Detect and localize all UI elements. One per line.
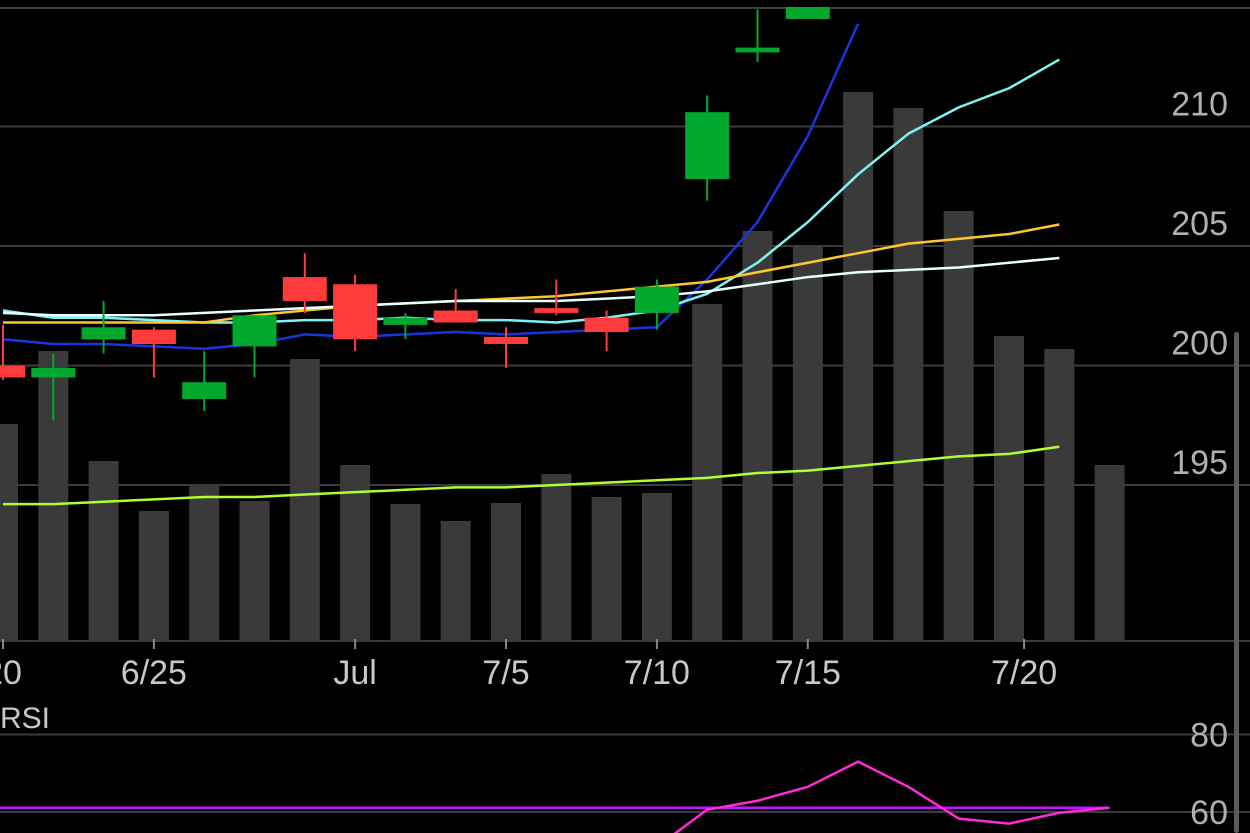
candlestick <box>232 315 277 378</box>
candlestick <box>282 253 327 313</box>
candle-body <box>131 329 176 344</box>
candle-body <box>433 310 478 323</box>
rsi-axis-label: 80 <box>1190 717 1228 755</box>
candlestick <box>81 300 126 354</box>
rsi-line <box>673 760 1110 833</box>
candlestick <box>584 310 629 352</box>
volume-bar <box>1094 465 1125 641</box>
candle-body <box>333 284 378 340</box>
price-axis-labels: 195 200 205 210 <box>1171 86 1228 483</box>
candlestick <box>433 289 478 323</box>
volume-bar <box>491 503 521 641</box>
date-axis-label: Jul <box>333 654 376 692</box>
candlestick <box>0 324 25 380</box>
volume-bar <box>138 511 169 641</box>
candlestick <box>333 274 378 352</box>
volume-bar <box>994 336 1024 641</box>
candle-body <box>785 7 830 19</box>
volume-bar <box>591 497 622 641</box>
candle-body <box>584 317 629 333</box>
candlestick <box>182 351 227 411</box>
candlestick <box>685 95 730 201</box>
rsi-panel: RSI 60 80 <box>0 702 1228 833</box>
candlestick <box>31 353 76 421</box>
candlestick <box>131 327 176 378</box>
volume-bar <box>742 231 773 641</box>
candle-body <box>735 47 780 53</box>
candle-body <box>534 308 579 313</box>
volume-bar <box>0 424 18 641</box>
price-axis-label: 205 <box>1171 205 1228 243</box>
candlestick <box>785 7 830 19</box>
candle-body <box>484 336 528 344</box>
rsi-axis-label: 60 <box>1190 794 1228 832</box>
moving-average-line <box>3 445 1060 506</box>
volume-bar <box>390 504 421 641</box>
price-axis-label: 200 <box>1171 325 1228 363</box>
rsi-title: RSI <box>0 702 50 735</box>
candle-body <box>182 382 227 399</box>
volume-bar <box>943 211 974 641</box>
date-axis-label: 7/10 <box>624 654 690 692</box>
candle-body <box>232 315 277 347</box>
candlestick <box>634 279 679 330</box>
price-axis-label: 210 <box>1171 86 1228 124</box>
candlestick <box>484 327 528 368</box>
candle-body <box>282 277 327 301</box>
candlesticks <box>0 7 830 421</box>
candle-body <box>81 327 126 340</box>
date-axis-label: 7/20 <box>991 654 1057 692</box>
volume-bar <box>1044 349 1075 641</box>
volume-bar <box>541 474 572 641</box>
date-axis-labels: 20 6/25 Jul 7/5 7/10 7/15 7/20 <box>0 639 1057 692</box>
volume-bar <box>289 359 320 641</box>
moving-average-line <box>3 223 1060 324</box>
volume-bar <box>239 501 270 641</box>
volume-bar <box>340 465 371 641</box>
volume-bar <box>692 304 723 641</box>
volume-bar <box>893 108 924 641</box>
moving-average-line <box>2 256 1060 317</box>
moving-average-lines <box>2 23 1060 506</box>
candle-body <box>31 367 76 378</box>
date-axis-label: 7/15 <box>775 654 841 692</box>
candle-body <box>383 317 428 325</box>
moving-average-line <box>2 23 860 351</box>
candle-body <box>0 365 25 378</box>
date-axis-label: 6/25 <box>121 654 187 692</box>
candlestick <box>534 279 579 316</box>
candlestick <box>383 312 428 340</box>
date-axis-label: 20 <box>0 654 22 692</box>
volume-bar <box>641 493 672 641</box>
date-axis-label: 7/5 <box>482 654 529 692</box>
vertical-scrollbar[interactable] <box>1234 332 1239 833</box>
candle-body <box>634 286 679 313</box>
price-axis-label: 195 <box>1171 444 1228 482</box>
candle-body <box>685 112 730 180</box>
volume-bar <box>792 247 823 641</box>
volume-bar <box>440 521 471 641</box>
volume-bars <box>0 92 1125 641</box>
candlestick <box>735 9 780 62</box>
volume-bar <box>88 461 119 641</box>
volume-bar <box>189 484 220 641</box>
